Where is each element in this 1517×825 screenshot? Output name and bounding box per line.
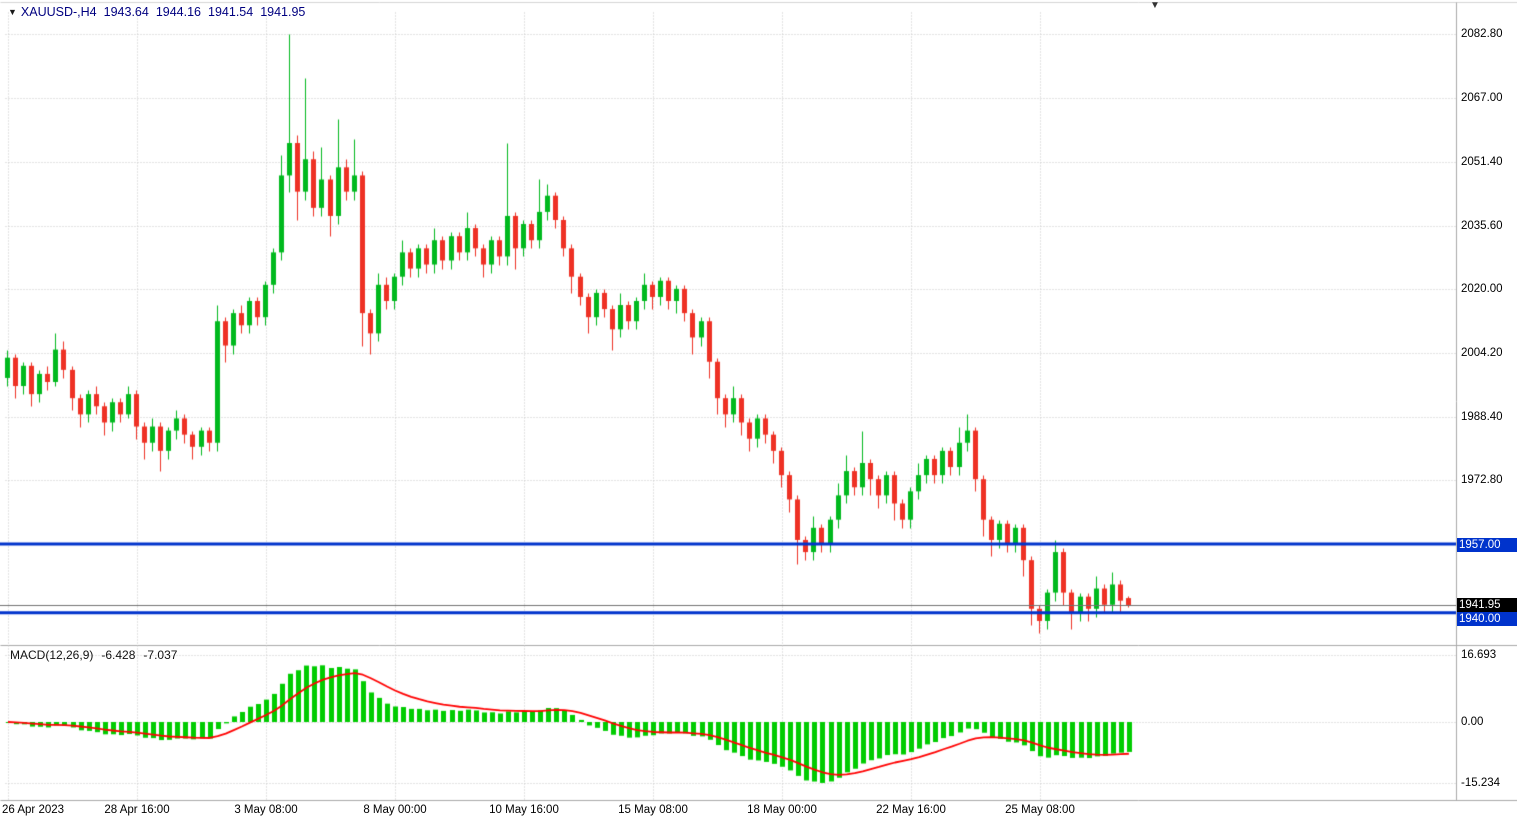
time-axis-label: 26 Apr 2023 [2,804,65,816]
macd-value: -6.428 [101,648,136,662]
quote-open: 1943.64 [103,5,149,19]
time-axis-label: 3 May 08:00 [234,804,298,816]
bid-price-badge: 1941.95 [1457,598,1517,612]
price-axis-label: 2067.00 [1461,92,1503,104]
quote-close: 1941.95 [260,5,306,19]
price-axis-label: 1988.40 [1461,411,1503,423]
time-axis-label: 18 May 00:00 [747,804,817,816]
time-axis-label: 28 Apr 16:00 [104,804,170,816]
macd-scale-label: -15.234 [1461,777,1501,789]
macd-scale-label: 16.693 [1461,649,1497,661]
quote-high: 1944.16 [155,5,202,19]
time-axis-label: 25 May 08:00 [1005,804,1075,816]
resistance-level-badge: 1957.00 [1457,538,1517,552]
macd-signal-value: -7.037 [143,648,178,662]
quote-bar: ▼ XAUUSD-,H4 1943.64 1944.16 1941.54 1941.95 [8,5,312,19]
time-axis-label: 15 May 08:00 [618,804,688,816]
macd-title: MACD(12,26,9) [10,648,94,662]
time-axis-label: 10 May 16:00 [489,804,559,816]
chart-shift-icon[interactable]: ▼ [1150,0,1160,11]
support-level-badge: 1940.00 [1457,612,1517,626]
macd-indicator-label: MACD(12,26,9) -6.428 -7.037 [10,648,185,662]
symbol-timeframe-label: XAUUSD-,H4 [20,5,97,19]
price-axis-label: 2004.20 [1461,347,1503,359]
price-axis-label: 2035.60 [1461,220,1503,232]
price-axis-label: 2051.40 [1461,156,1503,168]
price-axis-label: 2020.00 [1461,283,1503,295]
quote-collapse-icon[interactable]: ▼ [8,7,17,17]
time-axis-label: 22 May 16:00 [876,804,946,816]
price-axis-label: 1972.80 [1461,474,1503,486]
time-axis-label: 8 May 00:00 [363,804,427,816]
price-axis-label: 2082.80 [1461,28,1503,40]
quote-low: 1941.54 [208,5,254,19]
macd-scale-label: 0.00 [1461,716,1484,728]
